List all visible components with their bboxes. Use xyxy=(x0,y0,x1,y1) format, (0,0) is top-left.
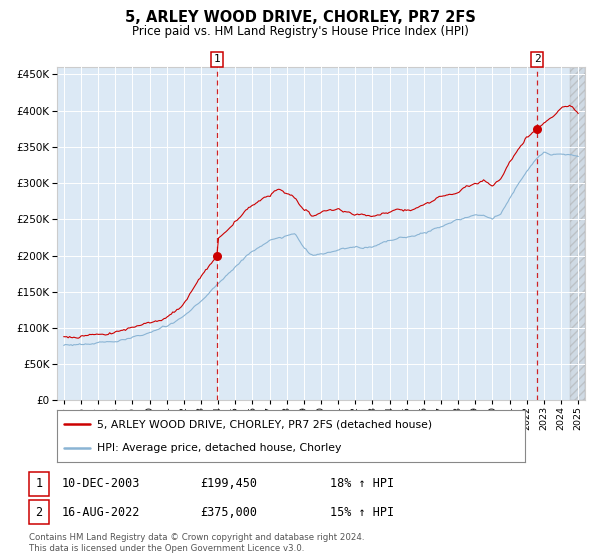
Bar xyxy=(29,472,49,496)
Text: 2: 2 xyxy=(534,54,541,64)
Text: 5, ARLEY WOOD DRIVE, CHORLEY, PR7 2FS: 5, ARLEY WOOD DRIVE, CHORLEY, PR7 2FS xyxy=(125,10,475,25)
Bar xyxy=(569,67,585,400)
Text: 15% ↑ HPI: 15% ↑ HPI xyxy=(330,506,394,519)
Bar xyxy=(569,67,585,400)
Text: 16-AUG-2022: 16-AUG-2022 xyxy=(62,506,140,519)
Text: 1: 1 xyxy=(35,477,43,491)
Text: 1: 1 xyxy=(214,54,220,64)
Text: Price paid vs. HM Land Registry's House Price Index (HPI): Price paid vs. HM Land Registry's House … xyxy=(131,25,469,38)
Text: £375,000: £375,000 xyxy=(200,506,257,519)
Text: Contains HM Land Registry data © Crown copyright and database right 2024.
This d: Contains HM Land Registry data © Crown c… xyxy=(29,533,364,553)
Text: HPI: Average price, detached house, Chorley: HPI: Average price, detached house, Chor… xyxy=(97,443,341,453)
Bar xyxy=(29,501,49,524)
Text: 5, ARLEY WOOD DRIVE, CHORLEY, PR7 2FS (detached house): 5, ARLEY WOOD DRIVE, CHORLEY, PR7 2FS (d… xyxy=(97,419,432,430)
Text: 10-DEC-2003: 10-DEC-2003 xyxy=(62,477,140,491)
Text: 18% ↑ HPI: 18% ↑ HPI xyxy=(330,477,394,491)
Text: £199,450: £199,450 xyxy=(200,477,257,491)
Text: 2: 2 xyxy=(35,506,43,519)
